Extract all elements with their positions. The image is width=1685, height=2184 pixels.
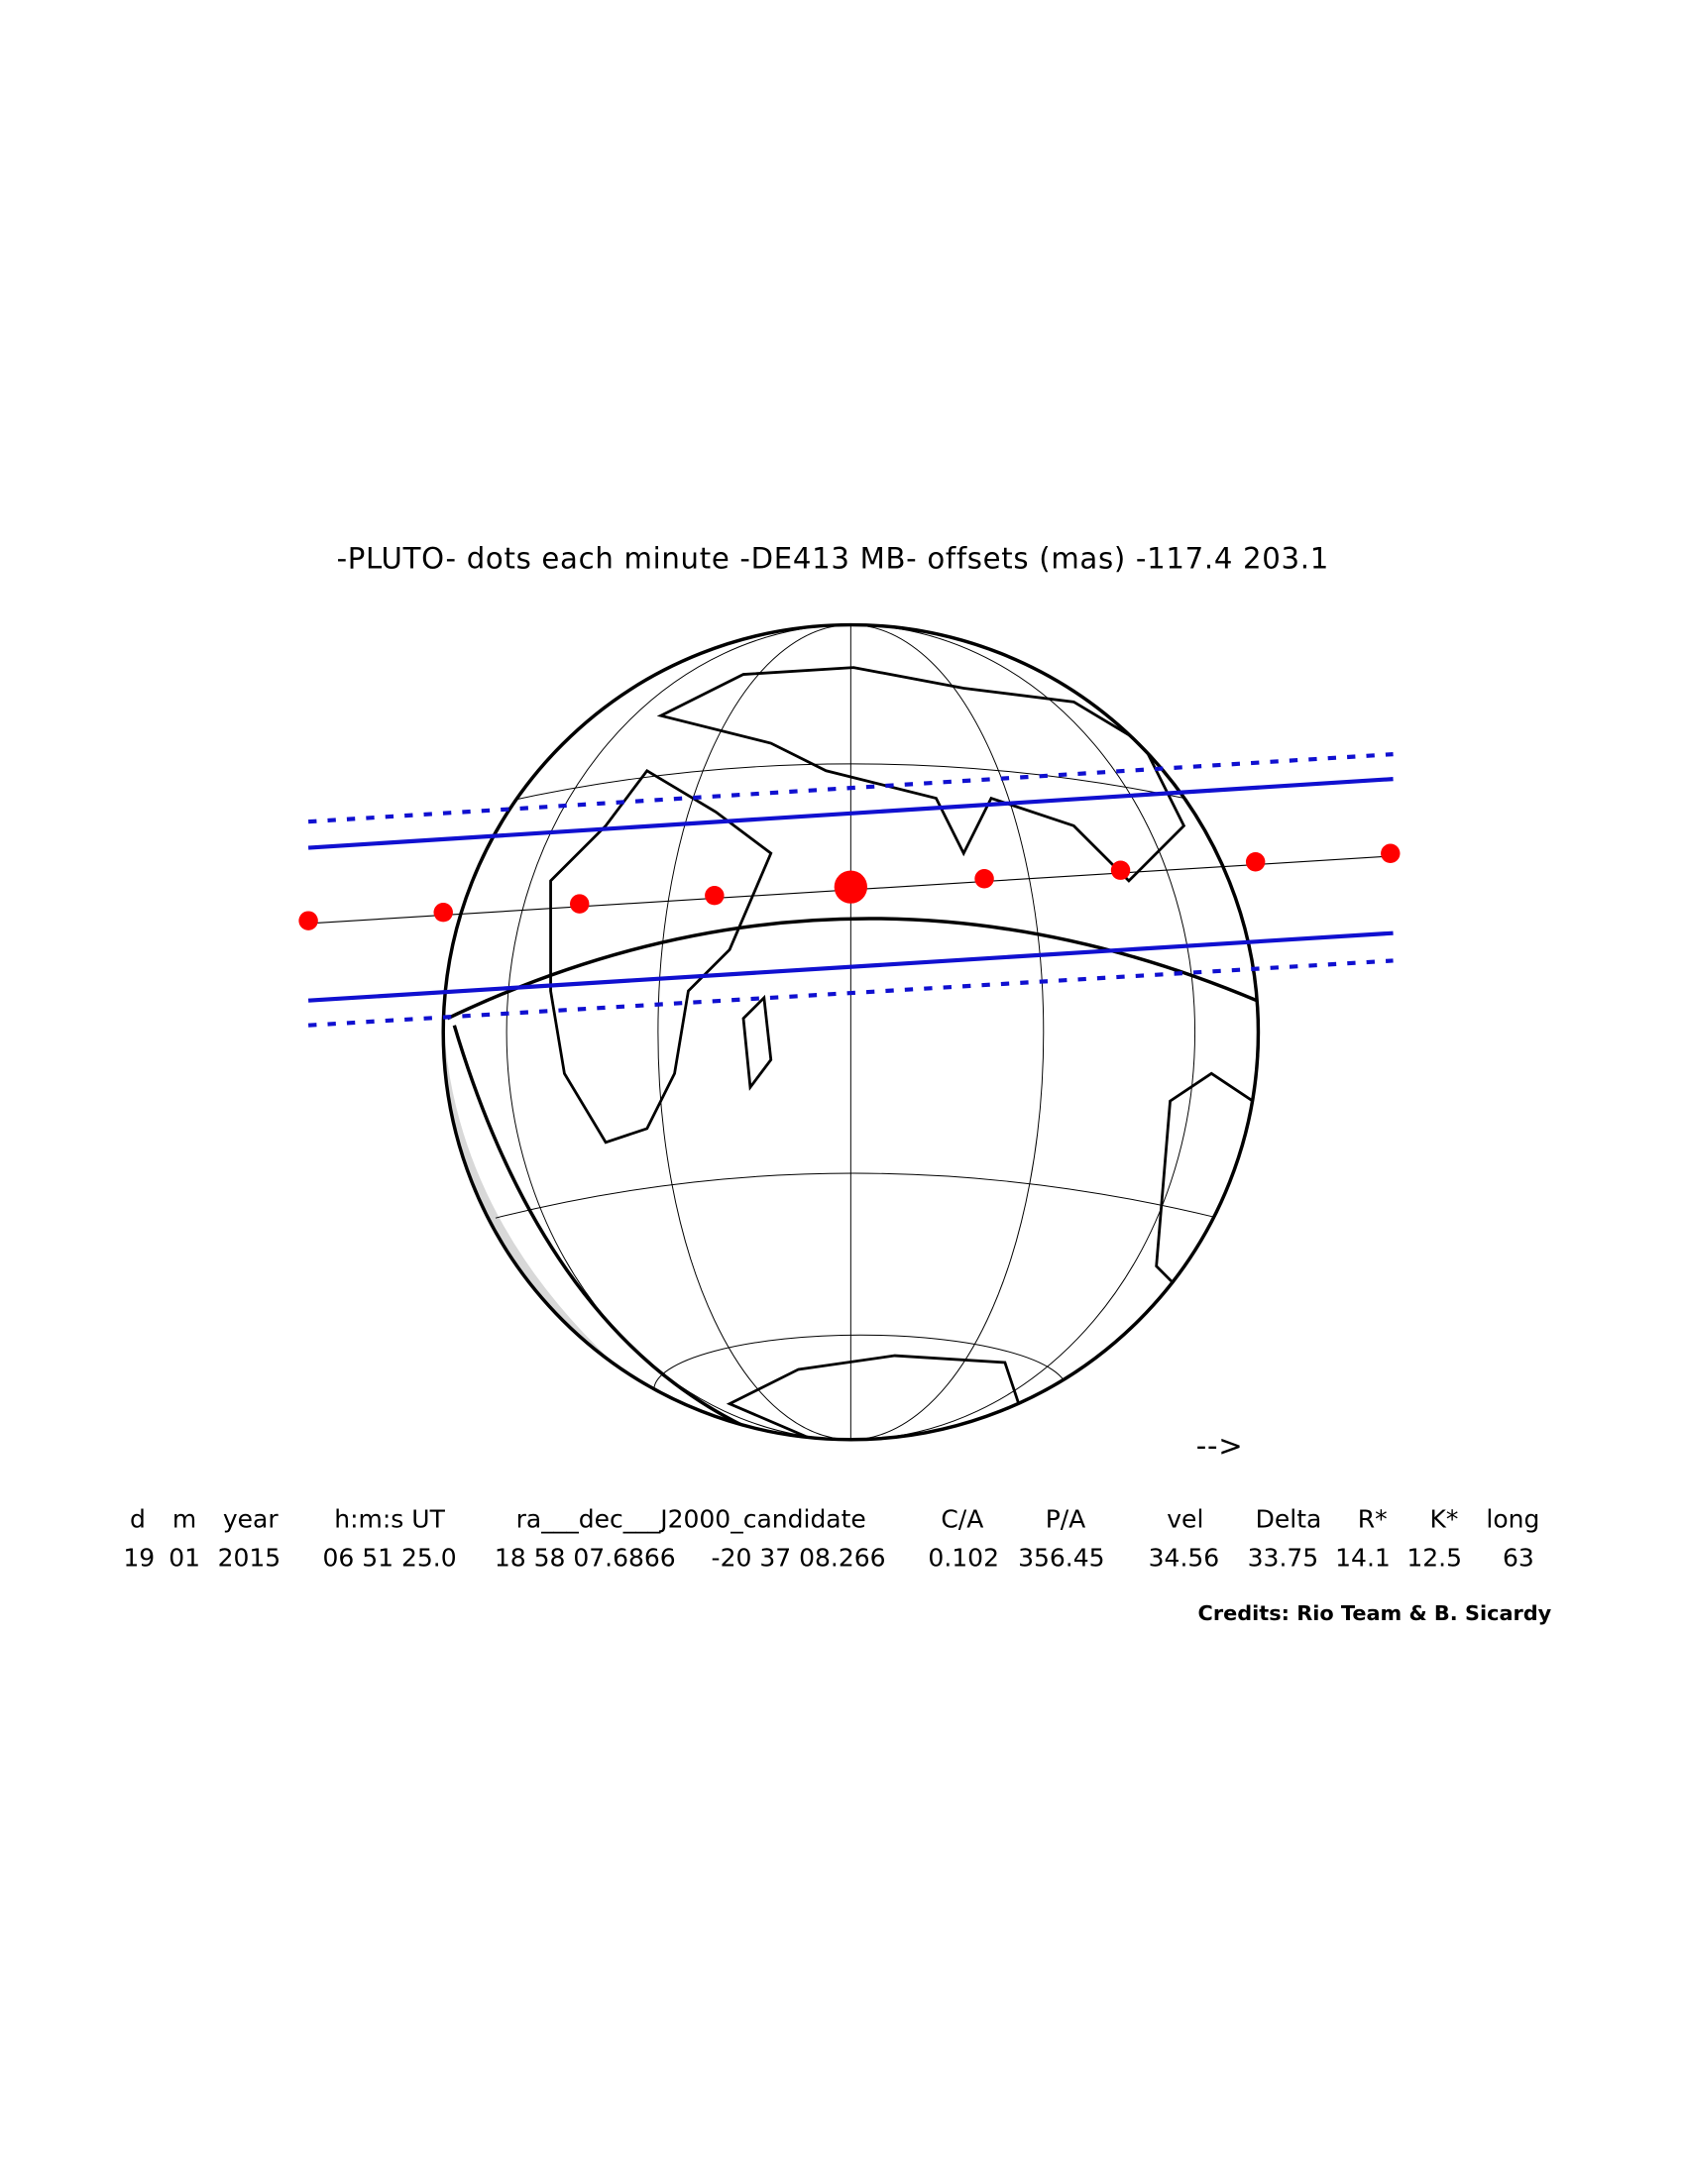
table-header: m <box>172 1505 196 1534</box>
table-header: ra___dec___J2000_candidate <box>516 1505 866 1534</box>
table-header: Delta <box>1256 1505 1322 1534</box>
minute-dot <box>974 869 994 889</box>
table-header: d <box>130 1505 146 1534</box>
table-header: C/A <box>941 1505 983 1534</box>
table-value: 0.102 <box>928 1544 999 1573</box>
table-header: K* <box>1429 1505 1458 1534</box>
table-header: year <box>223 1505 279 1534</box>
globe <box>441 622 1261 1442</box>
direction-arrow: --> <box>1196 1429 1244 1463</box>
table-header: vel <box>1167 1505 1203 1534</box>
minute-dot <box>1110 860 1131 880</box>
minute-dot <box>705 885 725 906</box>
table-value: 14.1 <box>1335 1544 1391 1573</box>
uncertainty-limit <box>307 752 1394 824</box>
minute-dot <box>298 911 318 930</box>
table-value: 2015 <box>218 1544 281 1573</box>
table-value: -20 37 08.266 <box>712 1544 886 1573</box>
credits: Credits: Rio Team & B. Sicardy <box>1198 1601 1552 1625</box>
table-value: 33.75 <box>1248 1544 1319 1573</box>
table-header: h:m:s UT <box>334 1505 445 1534</box>
table-header: R* <box>1358 1505 1388 1534</box>
table-value: 19 <box>123 1544 155 1573</box>
uncertainty-limit <box>307 958 1394 1028</box>
table-value: 63 <box>1503 1544 1534 1573</box>
minute-dot <box>1245 852 1266 872</box>
table-value: 34.56 <box>1149 1544 1220 1573</box>
table-value: 356.45 <box>1018 1544 1104 1573</box>
table-value: 12.5 <box>1406 1544 1462 1573</box>
table-value: 18 58 07.6866 <box>495 1544 676 1573</box>
minute-dot <box>1381 843 1401 864</box>
table-value: 01 <box>168 1544 200 1573</box>
shadow-limit <box>307 930 1394 1003</box>
minute-dots <box>298 843 1401 930</box>
table-header: P/A <box>1046 1505 1086 1534</box>
title: -PLUTO- dots each minute -DE413 MB- offs… <box>337 541 1329 575</box>
minute-dot <box>433 902 453 923</box>
minute-dot <box>570 894 590 914</box>
table-header: long <box>1486 1505 1539 1534</box>
event-table: d m year h:m:s UT ra___dec___J2000_candidate… <box>123 1505 1539 1573</box>
shadow-limit <box>307 777 1394 850</box>
central-instant-dot <box>834 870 867 904</box>
table-value: 06 51 25.0 <box>322 1544 456 1573</box>
